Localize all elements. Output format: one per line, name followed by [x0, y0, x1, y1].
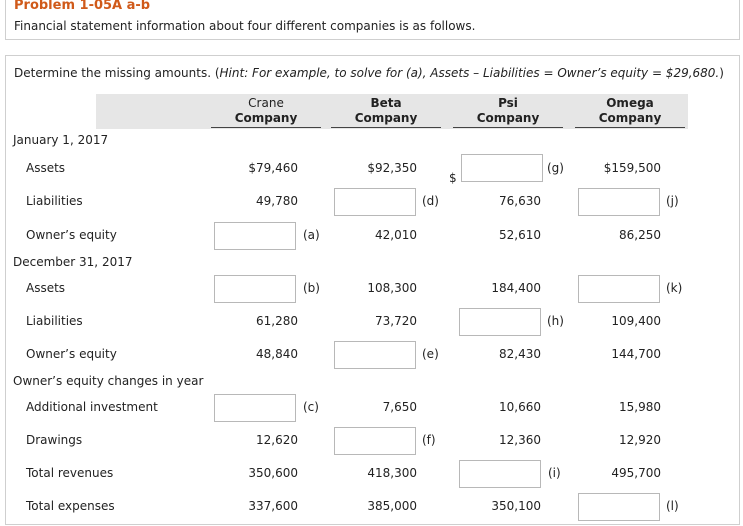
row-label-total-revenues: Total revenues — [26, 466, 114, 480]
cell-value: 42,010 — [375, 228, 417, 242]
cell-value: 184,400 — [491, 281, 541, 295]
cell-value: 418,300 — [367, 466, 417, 480]
row-label-equity-dec: Owner’s equity — [26, 347, 117, 361]
answer-letter-f: (f) — [422, 433, 436, 447]
answer-letter-g: (g) — [547, 161, 564, 175]
answer-input-a[interactable] — [214, 222, 296, 250]
answer-input-h[interactable] — [459, 308, 541, 336]
row-label-additional-investment: Additional investment — [26, 400, 158, 414]
row-label-liabilities-dec: Liabilities — [26, 314, 83, 328]
problem-title: Problem 1-05A a-b — [14, 0, 151, 13]
section-january: January 1, 2017 — [13, 133, 109, 147]
answer-input-l[interactable] — [578, 493, 660, 521]
cell-value: 109,400 — [611, 314, 661, 328]
dollar-sign: $ — [449, 171, 457, 185]
answer-input-k[interactable] — [578, 275, 660, 303]
row-label-equity-jan: Owner’s equity — [26, 228, 117, 242]
cell-value: 15,980 — [619, 400, 661, 414]
answer-letter-c: (c) — [303, 400, 319, 414]
column-header-bar — [96, 94, 688, 129]
cell-value: 73,720 — [375, 314, 417, 328]
row-label-liabilities-jan: Liabilities — [26, 194, 83, 208]
problem-description: Financial statement information about fo… — [14, 19, 476, 33]
section-equity-changes: Owner’s equity changes in year — [13, 374, 204, 388]
column-header-omega: Omega Company — [575, 96, 685, 128]
column-header-crane: Crane Company — [211, 96, 321, 128]
answer-letter-j: (j) — [666, 194, 679, 208]
cell-value: 10,660 — [499, 400, 541, 414]
hint-text: Hint: For example, to solve for (a), Ass… — [219, 66, 720, 80]
answer-letter-d: (d) — [422, 194, 439, 208]
cell-value: 12,920 — [619, 433, 661, 447]
problem-panel: Determine the missing amounts. (Hint: Fo… — [5, 55, 740, 525]
answer-letter-e: (e) — [422, 347, 439, 361]
answer-letter-l: (l) — [666, 499, 679, 513]
answer-input-g[interactable] — [461, 154, 543, 182]
cell-value: 7,650 — [382, 400, 417, 414]
cell-value: 12,620 — [256, 433, 298, 447]
answer-letter-a: (a) — [303, 228, 320, 242]
column-header-psi: Psi Company — [453, 96, 563, 128]
cell-value: 48,840 — [256, 347, 298, 361]
answer-input-c[interactable] — [214, 394, 296, 422]
cell-value: 86,250 — [619, 228, 661, 242]
answer-input-j[interactable] — [578, 188, 660, 216]
cell-value: $159,500 — [603, 161, 661, 175]
answer-input-i[interactable] — [459, 460, 541, 488]
answer-input-b[interactable] — [214, 275, 296, 303]
answer-input-d[interactable] — [334, 188, 416, 216]
section-december: December 31, 2017 — [13, 255, 133, 269]
cell-value: 61,280 — [256, 314, 298, 328]
cell-value: 337,600 — [248, 499, 298, 513]
answer-letter-h: (h) — [547, 314, 564, 328]
problem-header: Problem 1-05A a-b Financial statement in… — [5, 0, 740, 40]
cell-value: 82,430 — [499, 347, 541, 361]
row-label-assets-jan: Assets — [26, 161, 66, 175]
cell-value: 350,600 — [248, 466, 298, 480]
row-label-assets-dec: Assets — [26, 281, 66, 295]
cell-value: 144,700 — [611, 347, 661, 361]
answer-input-e[interactable] — [334, 341, 416, 369]
cell-value: 12,360 — [499, 433, 541, 447]
cell-value: $92,350 — [367, 161, 417, 175]
column-header-beta: Beta Company — [331, 96, 441, 128]
cell-value: 385,000 — [367, 499, 417, 513]
answer-letter-k: (k) — [666, 281, 683, 295]
cell-value: 52,610 — [499, 228, 541, 242]
answer-input-f[interactable] — [334, 427, 416, 455]
row-label-drawings: Drawings — [26, 433, 83, 447]
cell-value: $79,460 — [248, 161, 298, 175]
cell-value: 495,700 — [611, 466, 661, 480]
instructions: Determine the missing amounts. (Hint: Fo… — [14, 66, 724, 80]
cell-value: 350,100 — [491, 499, 541, 513]
answer-letter-b: (b) — [303, 281, 320, 295]
answer-letter-i: (i) — [548, 466, 561, 480]
cell-value: 49,780 — [256, 194, 298, 208]
row-label-total-expenses: Total expenses — [26, 499, 115, 513]
cell-value: 108,300 — [367, 281, 417, 295]
cell-value: 76,630 — [499, 194, 541, 208]
